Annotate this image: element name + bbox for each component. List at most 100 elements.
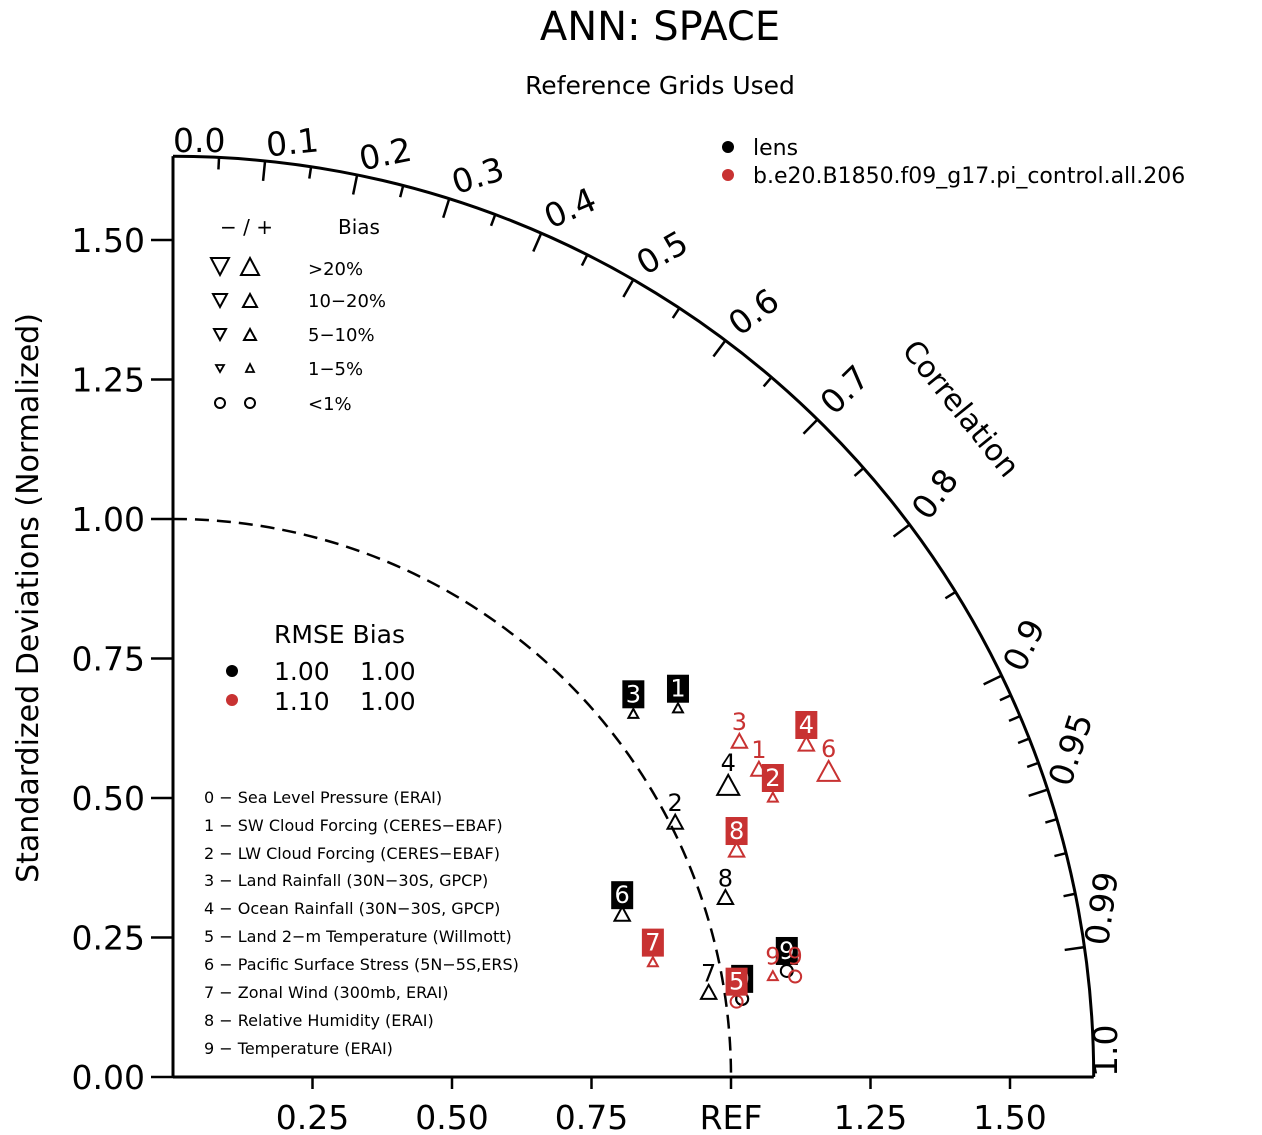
tri-up-icon xyxy=(242,326,258,341)
correlation-minor-tick xyxy=(1045,818,1058,824)
rmse-legend-header: RMSE Bias xyxy=(274,620,405,649)
y-tick-label: 0.75 xyxy=(72,640,145,679)
legend-dot-lens xyxy=(722,141,734,153)
variable-legend-item: 7 − Zonal Wind (300mb, ERAI) xyxy=(204,983,448,1002)
triangle-marker xyxy=(729,731,749,749)
correlation-minor-tick xyxy=(671,307,681,319)
rmse-legend-bias: 1.00 xyxy=(360,687,416,716)
variable-legend-item: 8 − Relative Humidity (ERAI) xyxy=(204,1011,434,1030)
tri-down-icon xyxy=(209,257,231,278)
bias-legend-sign: − / + xyxy=(220,215,273,239)
correlation-minor-tick xyxy=(1063,892,1076,898)
correlation-minor-tick xyxy=(489,214,497,227)
chart-title: ANN: SPACE xyxy=(540,4,780,50)
correlation-tick-label: 0.4 xyxy=(538,180,602,237)
triangle-marker xyxy=(716,887,735,906)
marker-label-box xyxy=(666,674,689,703)
marker-label: 6 xyxy=(821,735,836,763)
marker-label: 8 xyxy=(729,817,744,845)
marker-label: 7 xyxy=(701,959,716,987)
correlation-tick-label: 1.0 xyxy=(1086,1025,1125,1077)
triangle-marker xyxy=(815,758,842,782)
marker-label-box xyxy=(761,764,784,792)
tri-down-icon xyxy=(212,328,228,343)
marker-label-box xyxy=(622,680,645,709)
correlation-minor-tick xyxy=(308,166,313,179)
correlation-tick xyxy=(532,232,543,252)
marker-label: 3 xyxy=(626,680,641,708)
x-tick-label: REF xyxy=(700,1098,763,1135)
marker-label: 6 xyxy=(615,881,630,909)
marker-label: 5 xyxy=(729,968,744,996)
correlation-tick-label: 0.2 xyxy=(356,130,415,179)
correlation-tick xyxy=(712,339,727,358)
variable-legend-item: 6 − Pacific Surface Stress (5N−5S,ERS) xyxy=(204,955,519,974)
tri-down-icon xyxy=(211,293,229,310)
triangle-marker xyxy=(665,812,685,830)
rmse-legend-dot xyxy=(226,665,238,677)
triangle-marker xyxy=(766,790,780,803)
correlation-tick xyxy=(983,674,1003,686)
chart-subtitle: Reference Grids Used xyxy=(525,71,795,100)
correlation-arc xyxy=(172,154,1096,1078)
marker-label: 2 xyxy=(668,789,683,817)
legend-dot-case2 xyxy=(722,169,734,181)
bias-legend-row: >20% xyxy=(308,259,363,280)
correlation-tick-label: 0.3 xyxy=(447,149,509,202)
triangle-marker xyxy=(796,734,816,752)
correlation-minor-tick xyxy=(944,590,957,600)
correlation-tick-label: 0.0 xyxy=(173,121,225,160)
legend-case-label: b.e20.B1850.f09_g17.pi_control.all.206 xyxy=(753,164,1185,189)
marker-label: 3 xyxy=(732,708,747,736)
triangle-marker xyxy=(612,904,632,922)
y-tick-label: 1.50 xyxy=(72,221,145,260)
correlation-minor-tick xyxy=(580,254,589,267)
x-tick-label: 0.75 xyxy=(555,1098,628,1135)
triangle-marker xyxy=(715,772,741,796)
variable-legend: 0 − Sea Level Pressure (ERAI) 1 − SW Clo… xyxy=(204,788,519,1058)
correlation-minor-tick xyxy=(398,185,405,198)
correlation-minor-tick xyxy=(1026,761,1039,769)
triangle-marker xyxy=(699,982,719,1000)
rmse-legend-bias: 1.00 xyxy=(360,657,416,686)
variable-legend-item: 5 − Land 2−m Temperature (Willmott) xyxy=(204,927,512,946)
y-tick-label: 1.00 xyxy=(72,500,145,539)
marker-label-box xyxy=(725,817,748,846)
marker-label: 1 xyxy=(751,736,766,764)
rmse-legend-dot xyxy=(226,694,238,706)
y-tick-label: 1.25 xyxy=(72,361,145,400)
correlation-tick xyxy=(892,523,911,538)
triangle-marker xyxy=(727,840,746,858)
correlation-minor-tick xyxy=(853,467,865,477)
triangle-marker xyxy=(646,955,660,968)
correlation-tick xyxy=(351,174,359,195)
bias-legend: − / + Bias >20% 10−20% 5−10% 1−5% <1% xyxy=(209,215,386,415)
tri-down-icon xyxy=(214,364,226,374)
marker-label-box xyxy=(641,928,664,957)
y-tick-label: 0.50 xyxy=(72,779,145,818)
correlation-tick-label: 0.9 xyxy=(995,613,1053,677)
correlation-minor-tick xyxy=(217,157,221,170)
rmse-legend-rmse: 1.10 xyxy=(274,687,330,716)
correlation-tick-label: 0.8 xyxy=(904,461,967,526)
bias-legend-header: Bias xyxy=(338,215,380,239)
variable-legend-item: 4 − Ocean Rainfall (30N−30S, GPCP) xyxy=(204,899,500,918)
legend-case-label: lens xyxy=(753,136,798,161)
correlation-tick xyxy=(1028,788,1049,797)
circle-icon xyxy=(214,397,226,409)
triangle-marker xyxy=(766,969,780,982)
correlation-minor-tick xyxy=(1054,851,1067,858)
axes: 0.25 0.50 0.75 REF 1.25 1.500.000.250.500.751… xyxy=(72,154,1096,1135)
variable-legend-item: 0 − Sea Level Pressure (ERAI) xyxy=(204,788,442,807)
y-tick-label: 0.00 xyxy=(72,1058,145,1097)
marker-label-box xyxy=(725,967,748,996)
bias-legend-row: 1−5% xyxy=(308,359,363,380)
correlation-tick xyxy=(622,279,635,298)
correlation-minor-tick xyxy=(1017,737,1030,745)
correlation-minor-tick xyxy=(762,376,773,388)
tri-up-icon xyxy=(241,291,259,308)
tri-up-icon xyxy=(244,361,256,373)
marker-label: 9 xyxy=(779,937,794,965)
bias-legend-row: 5−10% xyxy=(308,325,375,346)
